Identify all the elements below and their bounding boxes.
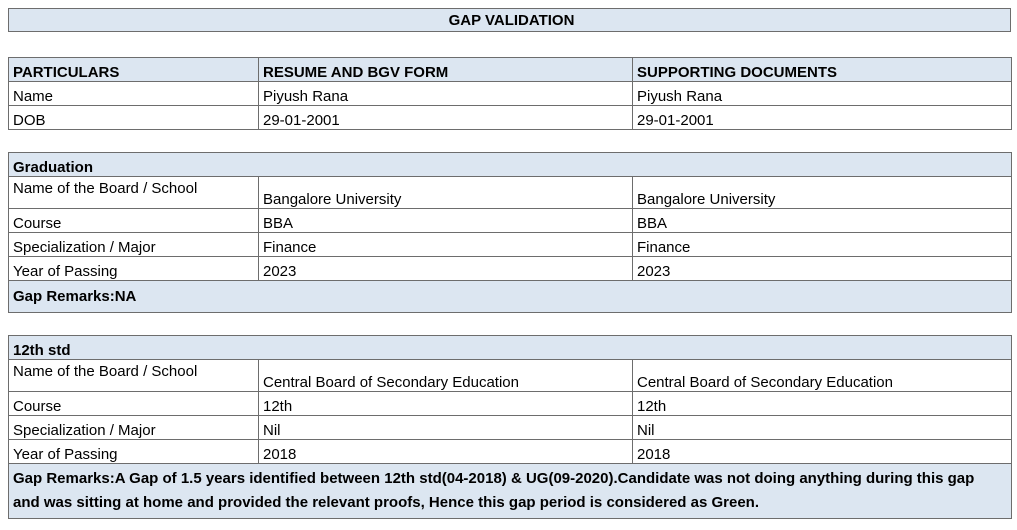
resume-value: Piyush Rana xyxy=(258,81,633,106)
document-value: 12th xyxy=(631,391,1013,416)
table-row: Specialization / Major Nil Nil xyxy=(8,415,1013,440)
resume-value: BBA xyxy=(258,208,633,233)
table-row: Name of the Board / School Bangalore Uni… xyxy=(8,176,1013,209)
header-row: PARTICULARS RESUME AND BGV FORM SUPPORTI… xyxy=(8,57,1012,82)
row-label: Year of Passing xyxy=(8,439,259,464)
document-value: Finance xyxy=(631,232,1013,257)
row-label: Course xyxy=(8,391,259,416)
document-value: 2018 xyxy=(631,439,1013,464)
document-value: Bangalore University xyxy=(631,176,1013,209)
resume-value: 2023 xyxy=(258,256,633,281)
row-label: Year of Passing xyxy=(8,256,259,281)
graduation-table: Graduation Name of the Board / School Ba… xyxy=(7,152,1013,313)
row-label: Name xyxy=(8,81,259,106)
resume-value: Central Board of Secondary Education xyxy=(258,359,633,392)
document-value: Nil xyxy=(631,415,1013,440)
personal-table: PARTICULARS RESUME AND BGV FORM SUPPORTI… xyxy=(8,57,1012,130)
document-value: Piyush Rana xyxy=(632,81,1012,106)
table-row: Year of Passing 2018 2018 xyxy=(8,439,1013,464)
header-supporting-docs: SUPPORTING DOCUMENTS xyxy=(632,57,1012,82)
resume-value: Finance xyxy=(258,232,633,257)
graduation-heading: Graduation xyxy=(7,152,1013,177)
twelfth-table: 12th std Name of the Board / School Cent… xyxy=(7,335,1013,519)
table-row: Year of Passing 2023 2023 xyxy=(8,256,1013,281)
resume-value: Bangalore University xyxy=(258,176,633,209)
twelfth-heading: 12th std xyxy=(7,335,1013,360)
document-value: 29-01-2001 xyxy=(632,105,1012,130)
resume-value: 2018 xyxy=(258,439,633,464)
resume-value: 29-01-2001 xyxy=(258,105,633,130)
table-row: DOB 29-01-2001 29-01-2001 xyxy=(8,105,1012,130)
row-label: DOB xyxy=(8,105,259,130)
document-value: 2023 xyxy=(631,256,1013,281)
row-label: Specialization / Major xyxy=(8,415,259,440)
document-value: Central Board of Secondary Education xyxy=(631,359,1013,392)
table-row: Course 12th 12th xyxy=(8,391,1013,416)
table-row: Course BBA BBA xyxy=(8,208,1013,233)
table-row: Name Piyush Rana Piyush Rana xyxy=(8,81,1012,106)
resume-value: Nil xyxy=(258,415,633,440)
graduation-gap-remarks: Gap Remarks:NA xyxy=(7,280,1013,313)
header-particulars: PARTICULARS xyxy=(8,57,259,82)
table-row: Name of the Board / School Central Board… xyxy=(8,359,1013,392)
row-label: Name of the Board / School xyxy=(8,176,259,209)
page-title: GAP VALIDATION xyxy=(8,8,1011,32)
table-row: Specialization / Major Finance Finance xyxy=(8,232,1013,257)
row-label: Specialization / Major xyxy=(8,232,259,257)
document-value: BBA xyxy=(631,208,1013,233)
header-resume-bgv: RESUME AND BGV FORM xyxy=(258,57,633,82)
twelfth-gap-remarks: Gap Remarks:A Gap of 1.5 years identifie… xyxy=(7,463,1013,519)
resume-value: 12th xyxy=(258,391,633,416)
row-label: Name of the Board / School xyxy=(8,359,259,392)
title-table: GAP VALIDATION xyxy=(8,8,1011,32)
row-label: Course xyxy=(8,208,259,233)
